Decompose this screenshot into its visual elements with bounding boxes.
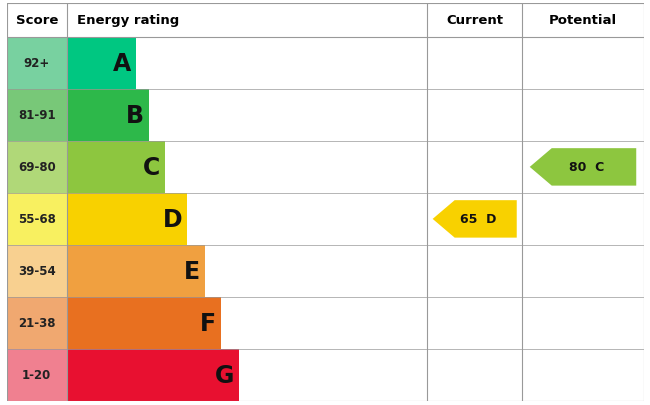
Text: 80  C: 80 C [569,161,604,174]
Bar [6,194,67,245]
Text: 55-68: 55-68 [18,213,56,226]
Text: 69-80: 69-80 [18,161,56,174]
Bar [67,38,136,90]
Text: 21-38: 21-38 [18,317,55,330]
Text: Current: Current [446,15,503,28]
Text: 81-91: 81-91 [18,109,55,122]
Bar [67,297,221,349]
Text: G: G [215,363,234,387]
Text: 1-20: 1-20 [22,369,51,382]
Text: F: F [200,311,216,335]
Bar [6,297,67,349]
Bar [67,349,239,401]
Text: Potential: Potential [549,15,617,28]
Bar [67,245,205,297]
Polygon shape [433,201,517,238]
Bar [6,349,67,401]
Text: D: D [162,207,182,231]
Text: A: A [113,52,131,76]
Bar [6,90,67,141]
Bar [6,141,67,194]
Text: C: C [142,156,160,179]
Text: 92+: 92+ [23,57,50,70]
Bar [6,38,67,90]
Text: Energy rating: Energy rating [77,15,179,28]
Text: Score: Score [16,15,58,28]
Bar [67,90,150,141]
Text: E: E [184,259,200,283]
Bar [67,194,187,245]
Text: 65  D: 65 D [460,213,496,226]
Text: 39-54: 39-54 [18,265,56,278]
Polygon shape [530,149,636,186]
Text: B: B [126,104,144,128]
Bar [67,141,165,194]
Bar [6,245,67,297]
